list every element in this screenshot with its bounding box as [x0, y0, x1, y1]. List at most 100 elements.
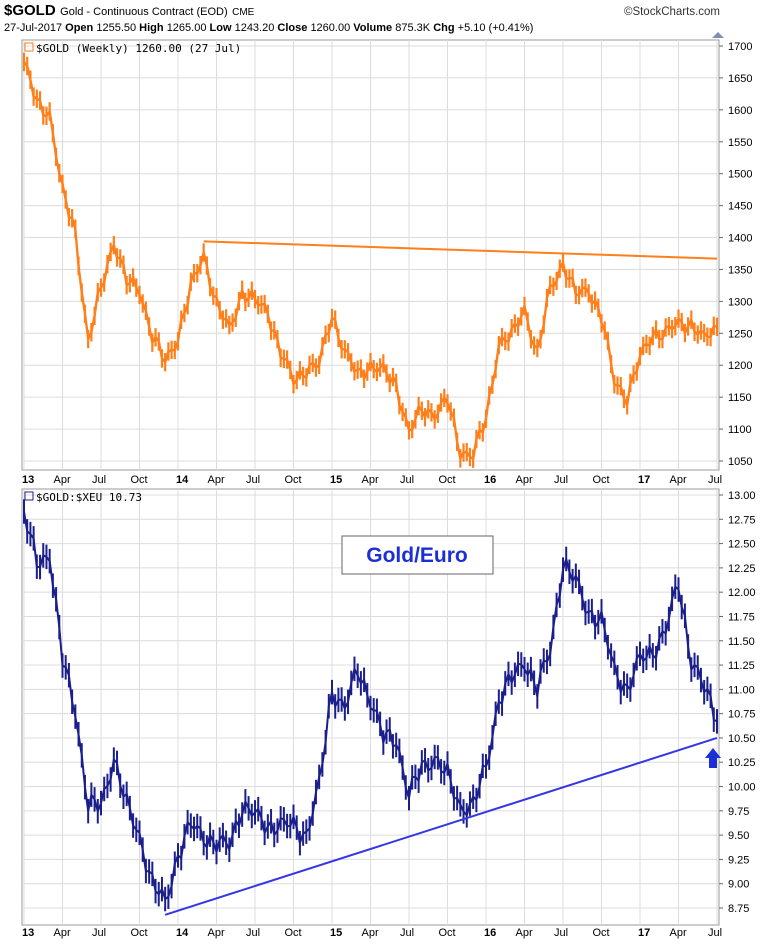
volume-label: Volume: [353, 22, 393, 34]
exchange: CME: [232, 7, 255, 18]
y-tick-label: 10.50: [728, 733, 756, 745]
annotation-label: Gold/Euro: [366, 544, 468, 567]
x-tick-label: Jul: [708, 927, 722, 939]
x-tick-label: 17: [638, 474, 650, 486]
x-tick-label: Apr: [670, 474, 687, 486]
scroll-up-icon[interactable]: [712, 32, 724, 38]
x-tick-label: Oct: [439, 927, 456, 939]
y-tick-label: 1450: [728, 201, 752, 213]
y-tick-label: 1050: [728, 456, 752, 468]
x-tick-label: Jul: [400, 927, 414, 939]
x-tick-label: 14: [176, 927, 189, 939]
volume-value: 875.3K: [395, 22, 431, 34]
instrument-name: Gold - Continuous Contract (EOD): [60, 6, 228, 18]
x-tick-label: Apr: [362, 927, 379, 939]
y-tick-label: 12.00: [728, 587, 756, 599]
trendline[interactable]: [164, 736, 718, 916]
legend-label: $GOLD:$XEU 10.73: [36, 491, 142, 504]
x-tick-label: Apr: [208, 474, 225, 486]
x-tick-label: Oct: [593, 927, 610, 939]
y-tick-label: 10.25: [728, 757, 756, 769]
x-tick-label: Oct: [593, 474, 610, 486]
high-label: High: [139, 22, 164, 34]
x-tick-label: Jul: [554, 474, 568, 486]
annotation-box: Gold/Euro: [341, 535, 494, 575]
y-tick-label: 1250: [728, 328, 752, 340]
gold-euro-panel: 13.00 12.75 12.50 12.25 12.00 11.75 11.50 11.25…: [21, 488, 756, 939]
x-tick-label: Jul: [554, 927, 568, 939]
x-tick-label: Apr: [516, 474, 533, 486]
up-arrow-icon: [705, 748, 721, 768]
y-tick-label: 12.25: [728, 563, 756, 575]
y-tick-label: 1300: [728, 296, 752, 308]
x-tick-label: Jul: [246, 927, 260, 939]
x-tick-label: Jul: [708, 474, 722, 486]
close-label: Close: [277, 22, 308, 34]
y-tick-label: 9.00: [728, 879, 749, 891]
legend: $GOLD:$XEU 10.73: [24, 491, 142, 504]
high-value: 1265.00: [166, 22, 207, 34]
x-tick-label: Oct: [285, 927, 302, 939]
x-tick-label: 16: [484, 474, 496, 486]
x-tick-label: Apr: [516, 927, 533, 939]
y-tick-label: 1550: [728, 137, 752, 149]
trendline[interactable]: [203, 240, 718, 260]
x-tick-label: Jul: [400, 474, 414, 486]
legend-swatch-icon: [24, 491, 34, 501]
y-tick-label: 1650: [728, 73, 752, 85]
x-tick-label: Apr: [208, 927, 225, 939]
gold-price-panel: 1700 1650 1600 1550 1500 1450 1400 1350 1300 1250…: [21, 39, 752, 486]
y-tick-label: 10.00: [728, 782, 756, 794]
y-tick-label: 11.25: [728, 660, 755, 672]
x-tick-label: Oct: [131, 927, 148, 939]
y-tick-label: 1200: [728, 360, 752, 372]
y-tick-label: 12.75: [728, 514, 756, 526]
y-tick-label: 1700: [728, 41, 752, 53]
y-tick-label: 1400: [728, 233, 752, 245]
price-line: [23, 511, 718, 901]
y-tick-label: 11.00: [728, 684, 755, 696]
x-tick-label: Oct: [285, 474, 302, 486]
y-tick-label: 11.75: [728, 611, 755, 623]
y-tick-label: 11.50: [728, 636, 755, 648]
x-tick-label: 16: [484, 927, 496, 939]
y-tick-label: 9.75: [728, 806, 749, 818]
y-tick-label: 8.75: [728, 903, 749, 915]
x-tick-label: Apr: [54, 927, 71, 939]
x-tick-label: Apr: [362, 474, 379, 486]
y-tick-label: 1500: [728, 169, 752, 181]
x-tick-label: Oct: [131, 474, 148, 486]
source-credit[interactable]: ©StockCharts.com: [623, 6, 720, 18]
quote-row: 27-Jul-2017 Open 1255.50 High 1265.00 Lo…: [4, 22, 533, 34]
price-line: [23, 61, 718, 460]
y-tick-label: 1100: [728, 424, 752, 436]
quote-date: 27-Jul-2017: [4, 22, 63, 34]
x-tick-label: 17: [638, 927, 650, 939]
legend: $GOLD (Weekly) 1260.00 (27 Jul): [24, 42, 241, 55]
x-tick-label: 13: [22, 474, 34, 486]
x-tick-label: 15: [330, 474, 342, 486]
x-tick-label: Oct: [439, 474, 456, 486]
x-tick-label: Jul: [92, 927, 106, 939]
symbol: $GOLD: [4, 2, 56, 19]
legend-label: $GOLD (Weekly) 1260.00 (27 Jul): [36, 42, 241, 55]
y-tick-label: 1150: [728, 392, 752, 404]
open-label: Open: [65, 22, 94, 34]
y-tick-label: 9.50: [728, 830, 749, 842]
y-tick-label: 12.50: [728, 539, 756, 551]
y-tick-label: 9.25: [728, 854, 749, 866]
chg-value: +5.10 (+0.41%): [457, 22, 534, 34]
chg-label: Chg: [433, 22, 455, 34]
legend-swatch-icon: [24, 42, 34, 52]
x-tick-label: Jul: [246, 474, 260, 486]
x-tick-label: 13: [22, 927, 34, 939]
x-tick-label: Jul: [92, 474, 106, 486]
open-value: 1255.50: [96, 22, 137, 34]
low-label: Low: [209, 22, 232, 34]
x-tick-label: Apr: [54, 474, 71, 486]
x-tick-label: 15: [330, 927, 342, 939]
x-tick-label: Apr: [670, 927, 687, 939]
y-tick-label: 13.00: [728, 490, 756, 502]
x-tick-label: 14: [176, 474, 189, 486]
